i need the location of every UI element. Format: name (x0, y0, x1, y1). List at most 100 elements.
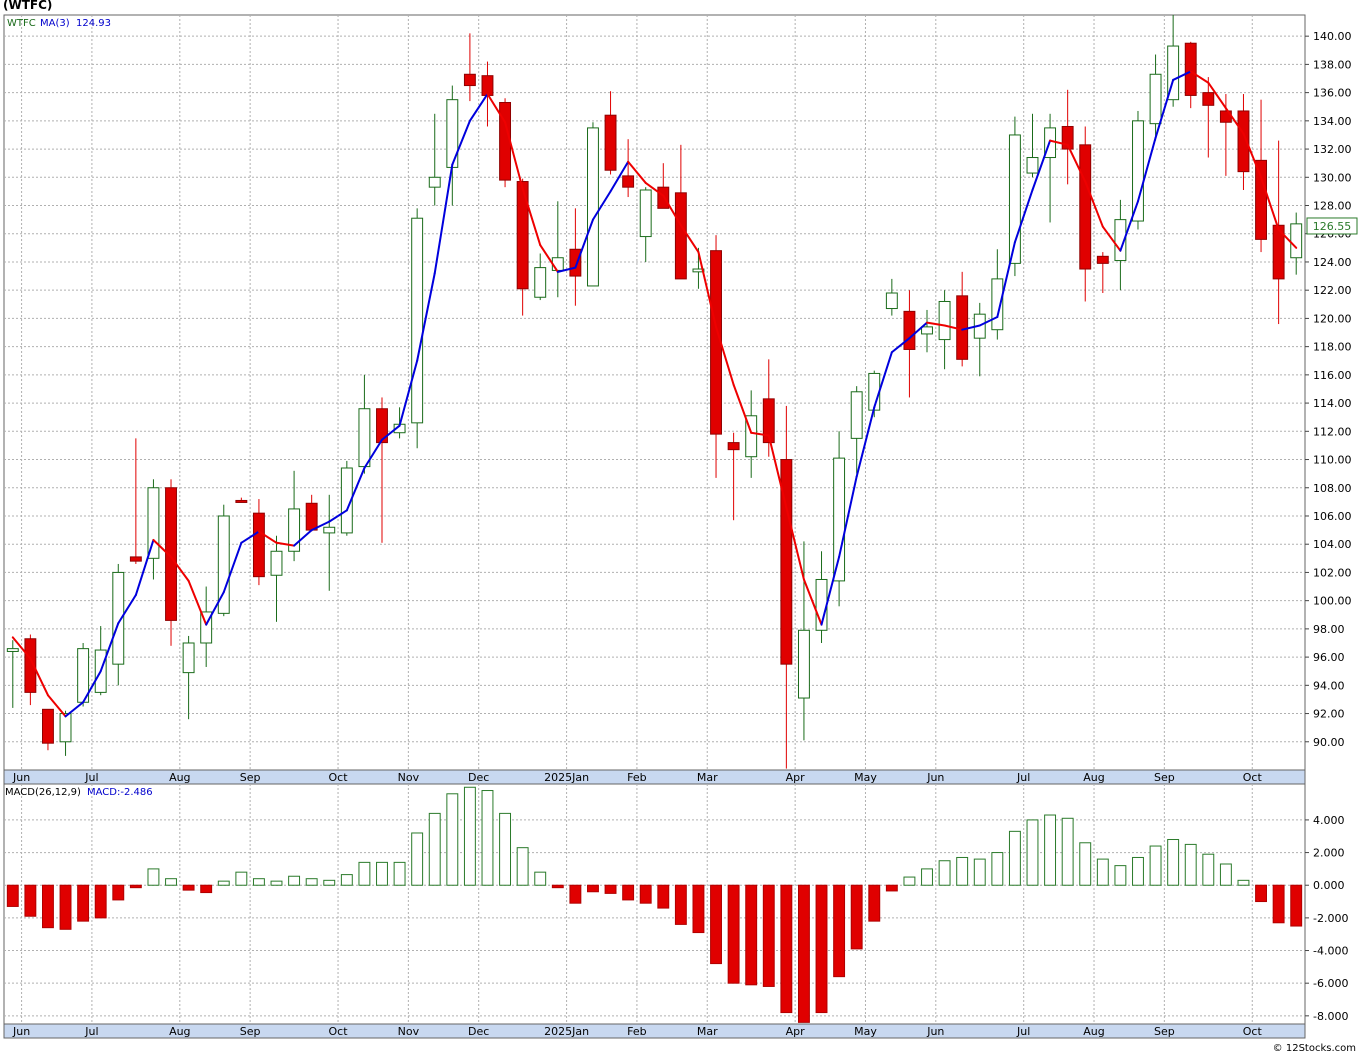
ma3-line-segment (1189, 70, 1210, 84)
candle-body (1290, 223, 1303, 259)
price-tick-label: 140.00 (1313, 30, 1352, 43)
ma3-line-segment (46, 694, 67, 718)
ma3-line-segment (890, 337, 911, 354)
candle-body (428, 176, 441, 188)
candle-body (112, 571, 125, 665)
candle-body (165, 487, 177, 621)
candle-body (727, 442, 740, 451)
ma3-line-segment (451, 119, 471, 166)
ma3-line-segment (1049, 139, 1069, 146)
month-label: 2025Jan (544, 1025, 589, 1038)
macd-bar (1096, 858, 1109, 886)
macd-bar (1026, 819, 1039, 886)
ma3-line-segment (662, 194, 682, 227)
candle-body (587, 127, 599, 287)
candle-body (481, 75, 494, 96)
price-tick-label: 114.00 (1313, 397, 1352, 410)
candle-body (1079, 144, 1092, 270)
ma3-line-segment (205, 591, 225, 626)
candle-body (305, 502, 318, 531)
ma3-line-segment (1277, 228, 1298, 249)
candle-body (885, 292, 898, 310)
macd-legend-value: MACD:-2.486 (87, 787, 153, 798)
ma3-line-segment (609, 160, 630, 193)
macd-bar (710, 884, 722, 965)
ma3-line-segment (1260, 176, 1280, 231)
ma3-line-segment (468, 93, 489, 122)
price-tick-label: 92.00 (1313, 708, 1345, 721)
macd-bar (1202, 853, 1215, 886)
ma3-line-segment (679, 224, 700, 254)
candle-body (991, 278, 1004, 331)
macd-bar (516, 847, 529, 886)
legend-ma-value: 124.93 (76, 18, 111, 29)
month-label: Feb (627, 1025, 646, 1038)
candle-body (1149, 73, 1162, 125)
macd-bar (129, 884, 142, 889)
macd-bar (973, 858, 986, 886)
macd-bar (727, 884, 740, 984)
macd-tick-label: -6.000 (1313, 977, 1348, 990)
macd-bar (692, 884, 705, 934)
ma3-line-segment (1013, 188, 1034, 244)
macd-bar (587, 884, 599, 893)
month-label: May (854, 771, 877, 784)
ma3-line-segment (134, 538, 155, 597)
ma3-line-segment (275, 541, 296, 547)
month-label: Oct (329, 771, 349, 784)
macd-panel (3, 783, 1306, 1025)
macd-bar (288, 875, 301, 886)
ma3-line-segment (433, 163, 454, 275)
macd-bar (411, 832, 424, 886)
ma3-line-segment (1154, 78, 1175, 139)
candle-body (956, 295, 969, 360)
ma3-line-segment (99, 622, 120, 673)
candle-body (182, 642, 195, 674)
macd-bar (569, 884, 582, 904)
ma3-line-segment (855, 406, 876, 478)
candle-body (1061, 125, 1074, 150)
chart-title: (WTFC) (3, 0, 53, 12)
ma3-line-segment (838, 475, 858, 558)
macd-bar (1255, 884, 1267, 903)
ma3-line-segment (785, 506, 805, 581)
last-price-label: 126.55 (1313, 220, 1352, 233)
month-label: Sep (1154, 1025, 1175, 1038)
month-label: Feb (627, 771, 646, 784)
candle-body (1167, 45, 1180, 101)
price-tick-label: 96.00 (1313, 651, 1345, 664)
price-tick-label: 128.00 (1313, 200, 1352, 213)
candle-body (1184, 42, 1197, 96)
macd-bar (1237, 879, 1250, 886)
ma3-line-segment (802, 578, 823, 626)
ma3-line-segment (29, 657, 49, 697)
ma3-line-segment (1101, 225, 1122, 252)
ma3-line-segment (591, 190, 612, 221)
candle-body (745, 415, 758, 458)
macd-bar (991, 852, 1004, 886)
ma3-line-segment (257, 530, 278, 544)
price-tick-label: 110.00 (1313, 454, 1352, 467)
price-tick-label: 108.00 (1313, 482, 1352, 495)
price-tick-label: 102.00 (1313, 566, 1352, 579)
candle-body (1132, 120, 1144, 222)
candle-body (903, 310, 916, 350)
candle-body (1272, 224, 1285, 280)
macd-bar (622, 884, 635, 901)
candle-body (24, 638, 37, 693)
ma3-line-segment (486, 93, 507, 124)
candle-body (217, 515, 230, 614)
macd-bar (674, 884, 687, 925)
price-tick-label: 134.00 (1313, 115, 1352, 128)
ma3-line-segment (996, 241, 1016, 318)
macd-bar (833, 884, 846, 978)
candle-body (551, 257, 564, 271)
price-panel (3, 14, 1306, 771)
price-tick-label: 136.00 (1313, 87, 1352, 100)
price-tick-label: 94.00 (1313, 679, 1345, 692)
candle-body (235, 499, 248, 503)
ma3-line-segment (1066, 143, 1087, 183)
macd-bar (1008, 830, 1021, 886)
month-label: Apr (786, 771, 806, 784)
candle-body (604, 114, 617, 171)
